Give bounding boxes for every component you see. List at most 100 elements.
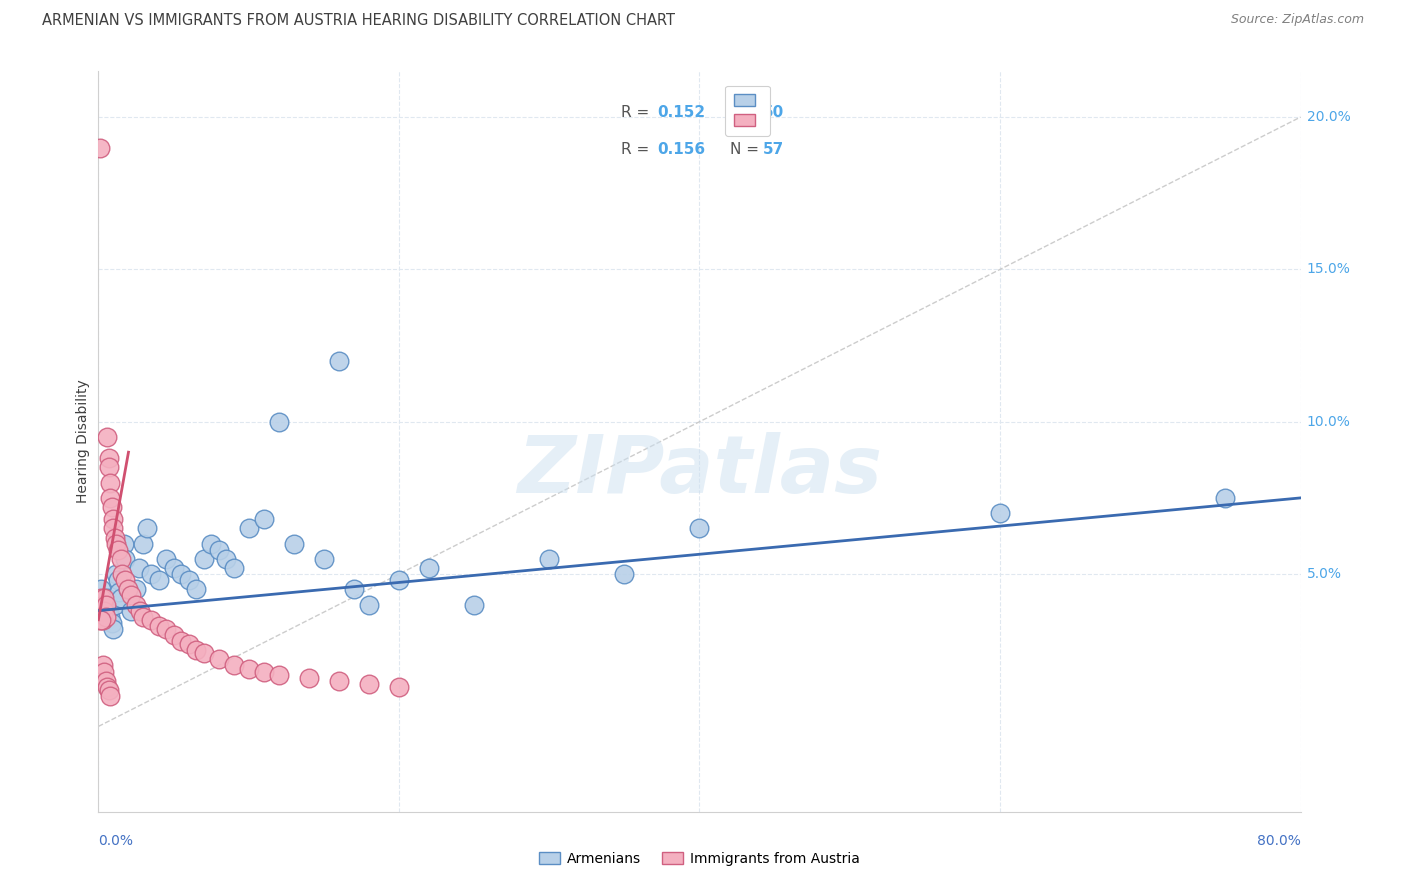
Point <box>89 598 111 612</box>
Text: 15.0%: 15.0% <box>1306 262 1350 277</box>
Point <box>312 552 335 566</box>
Point <box>463 598 485 612</box>
Text: N =: N = <box>730 104 763 120</box>
Point <box>193 552 215 566</box>
Point <box>253 665 276 679</box>
Point <box>343 582 366 597</box>
Point <box>328 673 350 688</box>
Point <box>90 582 112 597</box>
Text: 0.152: 0.152 <box>658 104 706 120</box>
Point <box>177 637 200 651</box>
Point <box>613 567 636 582</box>
Point <box>103 521 125 535</box>
Y-axis label: Hearing Disability: Hearing Disability <box>76 380 90 503</box>
Point <box>111 567 134 582</box>
Point <box>155 622 177 636</box>
Text: 5.0%: 5.0% <box>1306 567 1341 581</box>
Point <box>100 491 122 505</box>
Point <box>184 582 207 597</box>
Point <box>94 598 117 612</box>
Point <box>162 628 184 642</box>
Point <box>388 573 411 587</box>
Point <box>91 613 114 627</box>
Point <box>267 415 290 429</box>
Point <box>148 619 170 633</box>
Point <box>132 536 155 550</box>
Point <box>132 609 155 624</box>
Point <box>125 582 148 597</box>
Text: 20.0%: 20.0% <box>1306 110 1350 124</box>
Point <box>110 591 132 606</box>
Point <box>418 561 440 575</box>
Point <box>155 552 177 566</box>
Point <box>170 567 193 582</box>
Point <box>222 561 245 575</box>
Point <box>91 598 114 612</box>
Point <box>328 353 350 368</box>
Point <box>388 680 411 694</box>
Point <box>93 665 115 679</box>
Point <box>91 658 114 673</box>
Point <box>1215 491 1237 505</box>
Point <box>139 613 162 627</box>
Point <box>215 552 238 566</box>
Point <box>125 598 148 612</box>
Point <box>91 598 114 612</box>
Point <box>101 500 124 514</box>
Point <box>238 521 260 535</box>
Point <box>90 591 112 606</box>
Point <box>103 512 125 526</box>
Point <box>96 430 118 444</box>
Point <box>103 622 125 636</box>
Point <box>108 585 131 599</box>
Text: N =: N = <box>730 142 763 157</box>
Point <box>129 604 152 618</box>
Point <box>117 582 139 597</box>
Text: 10.0%: 10.0% <box>1306 415 1350 429</box>
Point <box>89 140 111 154</box>
Text: 50: 50 <box>763 104 785 120</box>
Point <box>357 677 380 691</box>
Point <box>112 536 135 550</box>
Point <box>96 680 118 694</box>
Point <box>117 582 139 597</box>
Point <box>100 609 122 624</box>
Text: R =: R = <box>621 142 654 157</box>
Point <box>170 634 193 648</box>
Point <box>93 591 115 606</box>
Point <box>100 689 122 703</box>
Point <box>89 613 111 627</box>
Text: ZIPatlas: ZIPatlas <box>517 432 882 510</box>
Point <box>184 643 207 657</box>
Point <box>93 604 115 618</box>
Point <box>114 573 136 587</box>
Text: 80.0%: 80.0% <box>1257 834 1301 848</box>
Point <box>208 652 231 666</box>
Point <box>193 646 215 660</box>
Point <box>97 460 120 475</box>
Point <box>100 475 122 490</box>
Point <box>283 536 305 550</box>
Point <box>238 661 260 675</box>
Point <box>94 673 117 688</box>
Point <box>267 667 290 681</box>
Point <box>121 588 143 602</box>
Point <box>94 609 117 624</box>
Point <box>105 567 128 582</box>
Text: Source: ZipAtlas.com: Source: ZipAtlas.com <box>1230 13 1364 27</box>
Point <box>177 573 200 587</box>
Point <box>90 604 112 618</box>
Point <box>222 658 245 673</box>
Point <box>104 598 127 612</box>
Point <box>538 552 561 566</box>
Point <box>107 573 129 587</box>
Point <box>110 552 132 566</box>
Point <box>357 598 380 612</box>
Point <box>97 682 120 697</box>
Point <box>128 561 150 575</box>
Point <box>139 567 162 582</box>
Point <box>114 552 136 566</box>
Point <box>91 604 114 618</box>
Point <box>105 536 128 550</box>
Point <box>200 536 222 550</box>
